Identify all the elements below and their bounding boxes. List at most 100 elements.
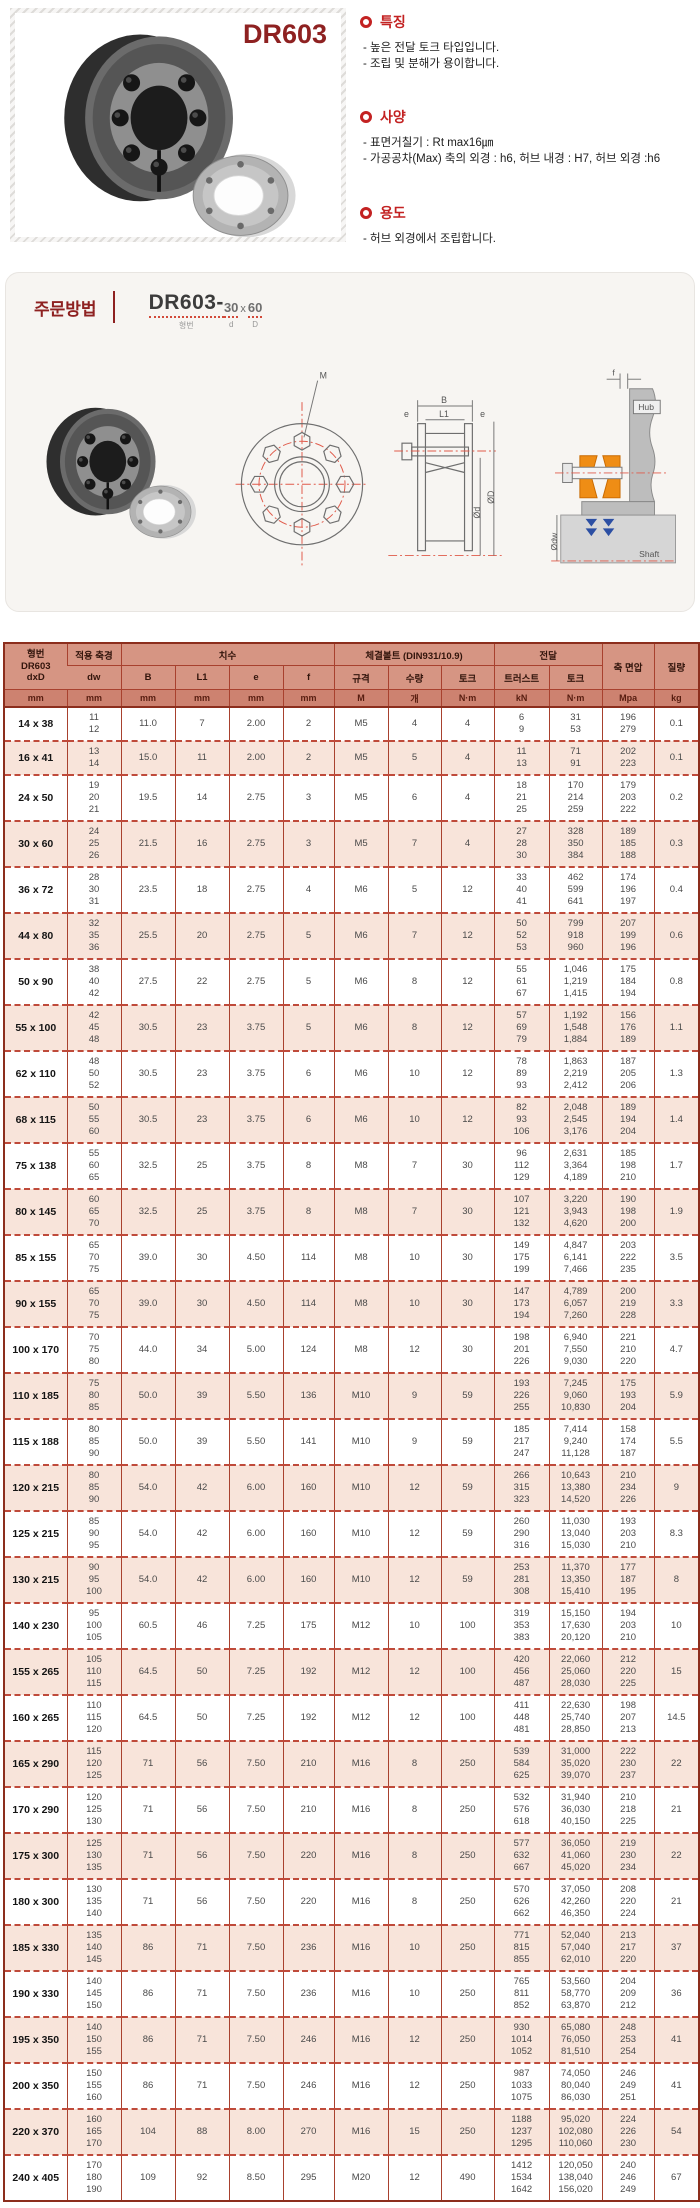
cell-e: 7.50 [228, 1924, 283, 1971]
cell-B: 30.5 [120, 1004, 175, 1051]
cell-L1: 42 [174, 1510, 229, 1557]
cell-B: 39.0 [120, 1280, 175, 1327]
cell-L1: 71 [174, 2062, 229, 2109]
cell-qty: 12 [387, 1556, 442, 1603]
cell-B: 71 [120, 1740, 175, 1787]
cell-thrust: 266 315 323 [493, 1464, 550, 1511]
cell-f: 160 [282, 1556, 335, 1603]
cell-f: 114 [282, 1280, 335, 1327]
cell-bolt: M5 [333, 706, 389, 741]
cell-B: 109 [120, 2154, 175, 2201]
cell-thrust: 930 1014 1052 [493, 2016, 550, 2063]
cell-f: 3 [282, 774, 335, 821]
cell-pressure: 204 209 212 [601, 1970, 655, 2017]
cell-qty: 12 [387, 2154, 442, 2201]
table-row: 125 x 215 85 90 95 54.0 42 6.00 160 M10 12 59 260 29… [4, 1510, 700, 1557]
clamp-force-arrows [585, 518, 615, 537]
cell-thrust: 771 815 855 [493, 1924, 550, 1971]
header-b: B [120, 665, 175, 690]
cell-pressure: 210 234 226 [601, 1464, 655, 1511]
product-overview-section: DR603 특징 - 높은 전달 토크 타입입니다. - 조립 및 분해가 용이합… [0, 0, 700, 258]
cell-thrust: 185 217 247 [493, 1418, 550, 1465]
header-bolt-torque: 토크 [440, 665, 495, 690]
cell-pressure: 202 223 [601, 740, 655, 775]
cell-bolt: M5 [333, 820, 389, 867]
cell-pressure: 158 174 187 [601, 1418, 655, 1465]
cell-f: 210 [282, 1740, 335, 1787]
cell-dw: 28 30 31 [66, 866, 121, 913]
cell-e: 7.50 [228, 2016, 283, 2063]
cell-mass: 0.3 [653, 820, 700, 867]
cell-f: 220 [282, 1832, 335, 1879]
cell-torque: 22,060 25,060 28,030 [548, 1648, 603, 1695]
cell-thrust: 18 21 25 [493, 774, 550, 821]
cell-bolt_torque: 59 [440, 1464, 495, 1511]
cell-mass: 5.5 [653, 1418, 700, 1465]
cell-size: 36 x 72 [4, 866, 67, 913]
cell-torque: 22,630 25,740 28,850 [548, 1694, 603, 1741]
label-f: f [612, 367, 615, 377]
cell-dw: 105 110 115 [66, 1648, 121, 1695]
table-row: 50 x 90 38 40 42 27.5 22 2.75 5 M6 8 12 55 61 67 1,046… [4, 958, 700, 1005]
cell-size: 140 x 230 [4, 1602, 67, 1649]
cell-bolt_torque: 30 [440, 1326, 495, 1373]
cell-thrust: 149 175 199 [493, 1234, 550, 1281]
cell-bolt_torque: 100 [440, 1694, 495, 1741]
cell-size: 110 x 185 [4, 1372, 67, 1419]
cell-qty: 12 [387, 2062, 442, 2109]
cell-B: 64.5 [120, 1694, 175, 1741]
header-thrust: 트러스트 [493, 665, 550, 690]
cell-f: 6 [282, 1050, 335, 1097]
cell-bolt: M8 [333, 1234, 389, 1281]
cell-torque: 7,245 9,060 10,830 [548, 1372, 603, 1419]
cell-pressure: 193 203 210 [601, 1510, 655, 1557]
cell-dw: 65 70 75 [66, 1280, 121, 1327]
order-method-title: 주문방법 [34, 300, 97, 319]
cell-pressure: 190 198 200 [601, 1188, 655, 1235]
cell-dw: 140 150 155 [66, 2016, 121, 2063]
cell-mass: 21 [653, 1878, 700, 1925]
cell-bolt_torque: 250 [440, 1878, 495, 1925]
cell-L1: 18 [174, 866, 229, 913]
cell-bolt: M16 [333, 1878, 389, 1925]
cell-dw: 50 55 60 [66, 1096, 121, 1143]
cell-size: 180 x 300 [4, 1878, 67, 1925]
specs-section: 사양 - 표면거칠기 : Rt max16㎛ - 가공공차(Max) 축의 외경 … [360, 107, 698, 168]
cell-thrust: 570 626 662 [493, 1878, 550, 1925]
cell-dw: 80 85 90 [66, 1464, 121, 1511]
list-item: - 높은 전달 토크 타입입니다. [363, 42, 500, 54]
cell-mass: 3.5 [653, 1234, 700, 1281]
cell-pressure: 224 226 230 [601, 2108, 655, 2155]
cell-L1: 92 [174, 2154, 229, 2201]
cell-torque: 31,940 36,030 40,150 [548, 1786, 603, 1833]
cell-mass: 22 [653, 1740, 700, 1787]
list-item: - 표면거칠기 : Rt max16㎛ [363, 136, 494, 149]
cell-dw: 135 140 145 [66, 1924, 121, 1971]
cell-pressure: 222 230 237 [601, 1740, 655, 1787]
cell-torque: 74,050 80,040 86,030 [548, 2062, 603, 2109]
cell-thrust: 11 13 [493, 740, 550, 775]
cell-size: 185 x 330 [4, 1924, 67, 1971]
cell-mass: 5.9 [653, 1372, 700, 1419]
product-image-frame: DR603 [15, 13, 341, 237]
cell-torque: 95,020 102,080 110,060 [548, 2108, 603, 2155]
label-oD: ØD [486, 490, 496, 503]
cell-f: 2 [282, 706, 335, 741]
cell-size: 85 x 155 [4, 1234, 67, 1281]
cell-qty: 10 [387, 1096, 442, 1143]
cell-qty: 12 [387, 2016, 442, 2063]
cell-pressure: 207 199 196 [601, 912, 655, 959]
cell-f: 295 [282, 2154, 335, 2201]
order-code-x: x [240, 303, 246, 315]
cell-mass: 9 [653, 1464, 700, 1511]
cell-bolt_torque: 4 [440, 774, 495, 821]
table-row: 90 x 155 65 70 75 39.0 30 4.50 114 M8 10 30 147 173 1… [4, 1280, 700, 1327]
cell-bolt_torque: 250 [440, 2062, 495, 2109]
cell-torque: 11,030 13,040 15,030 [548, 1510, 603, 1557]
cell-torque: 10,643 13,380 14,520 [548, 1464, 603, 1511]
cell-bolt: M16 [333, 1924, 389, 1971]
cell-f: 236 [282, 1924, 335, 1971]
cell-f: 3 [282, 820, 335, 867]
cell-size: 62 x 110 [4, 1050, 67, 1097]
header-surface-pressure: 축 면압 [601, 643, 655, 690]
